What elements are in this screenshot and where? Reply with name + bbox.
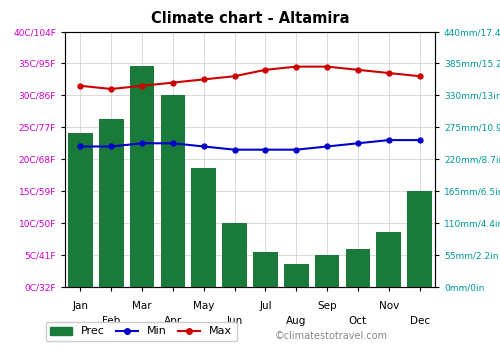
Text: Apr: Apr: [164, 316, 182, 327]
Bar: [130, 66, 154, 287]
Text: Jan: Jan: [72, 301, 88, 311]
Title: Climate chart - Altamira: Climate chart - Altamira: [151, 11, 349, 26]
Bar: [407, 191, 432, 287]
Text: Aug: Aug: [286, 316, 306, 327]
Text: Mar: Mar: [132, 301, 152, 311]
Bar: [284, 264, 308, 287]
Text: Nov: Nov: [378, 301, 399, 311]
Text: Dec: Dec: [410, 316, 430, 327]
Bar: [222, 223, 247, 287]
Text: May: May: [193, 301, 214, 311]
Bar: [99, 119, 124, 287]
Legend: Prec, Min, Max: Prec, Min, Max: [46, 322, 237, 341]
Text: Sep: Sep: [318, 301, 337, 311]
Bar: [68, 133, 93, 287]
Text: Oct: Oct: [349, 316, 367, 327]
Text: Jun: Jun: [226, 316, 242, 327]
Bar: [160, 95, 186, 287]
Text: Feb: Feb: [102, 316, 120, 327]
Bar: [192, 168, 216, 287]
Bar: [346, 249, 370, 287]
Text: ©climatestotravel.com: ©climatestotravel.com: [275, 331, 388, 341]
Text: Jul: Jul: [259, 301, 272, 311]
Bar: [376, 232, 401, 287]
Bar: [315, 255, 340, 287]
Bar: [253, 252, 278, 287]
